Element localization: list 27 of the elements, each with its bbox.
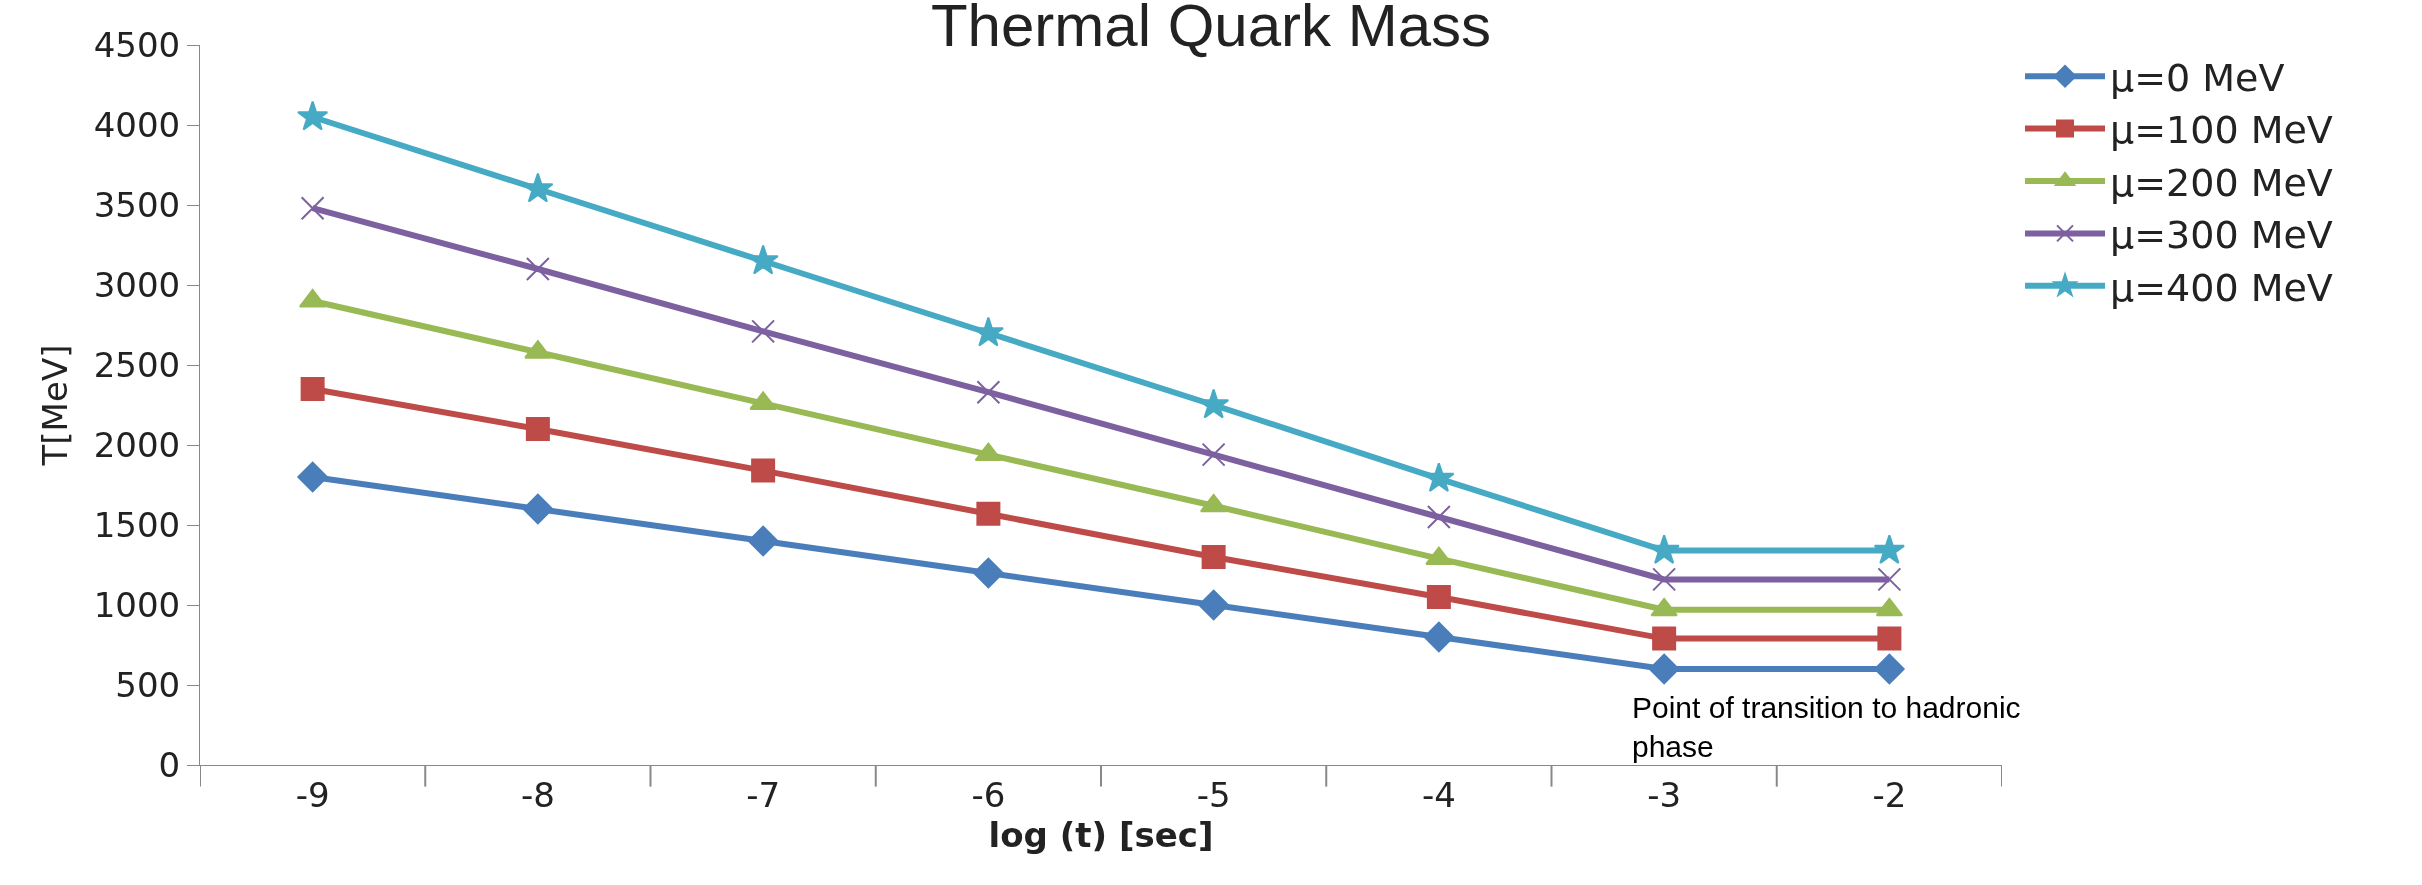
legend-label: μ=300 MeV: [2110, 213, 2333, 258]
y-tick-label: 0: [158, 744, 181, 785]
x-tick-label: -6: [971, 774, 1006, 815]
legend-label: μ=400 MeV: [2110, 265, 2333, 310]
y-tick-label: 3500: [93, 184, 181, 225]
annotation: Point of transition to hadronic phase: [1632, 691, 2021, 763]
x-tick-label: -2: [1872, 774, 1907, 815]
x-tick-label: -9: [295, 774, 330, 815]
x-tick-label: -4: [1421, 774, 1456, 815]
y-tick-label: 2500: [93, 344, 181, 385]
x-tick-label: -5: [1196, 774, 1231, 815]
y-tick-label: 1000: [93, 584, 181, 625]
y-tick-label: 500: [115, 664, 181, 705]
x-tick-label: -8: [520, 774, 555, 815]
x-tick-label: -7: [746, 774, 781, 815]
legend-label: μ=200 MeV: [2110, 160, 2333, 205]
legend-label: μ=100 MeV: [2110, 108, 2333, 153]
chart-title: Thermal Quark Mass: [930, 0, 1492, 60]
y-tick-label: 4500: [93, 24, 181, 65]
y-tick-label: 3000: [93, 264, 181, 305]
x-axis-title: log (t) [sec]: [988, 814, 1214, 855]
y-tick-label: 1500: [93, 504, 181, 545]
y-axis-title: T[MeV]: [35, 344, 76, 467]
x-tick-label: -3: [1647, 774, 1682, 815]
legend-label: μ=0 MeV: [2110, 56, 2285, 101]
y-tick-label: 2000: [93, 424, 181, 465]
y-tick-label: 4000: [93, 104, 181, 145]
